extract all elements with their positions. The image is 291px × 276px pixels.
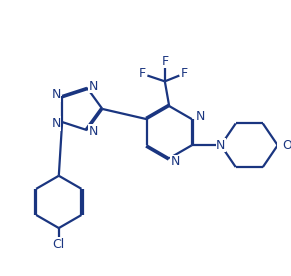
Text: Cl: Cl: [53, 238, 65, 251]
Text: N: N: [88, 125, 98, 138]
Text: F: F: [181, 67, 188, 80]
Text: N: N: [195, 110, 205, 123]
Text: N: N: [171, 155, 180, 168]
Text: F: F: [161, 55, 168, 68]
Text: N: N: [88, 80, 98, 93]
Text: O: O: [282, 139, 291, 152]
Text: F: F: [139, 67, 146, 80]
Text: N: N: [216, 139, 226, 152]
Text: N: N: [51, 117, 61, 130]
Text: N: N: [51, 88, 61, 101]
